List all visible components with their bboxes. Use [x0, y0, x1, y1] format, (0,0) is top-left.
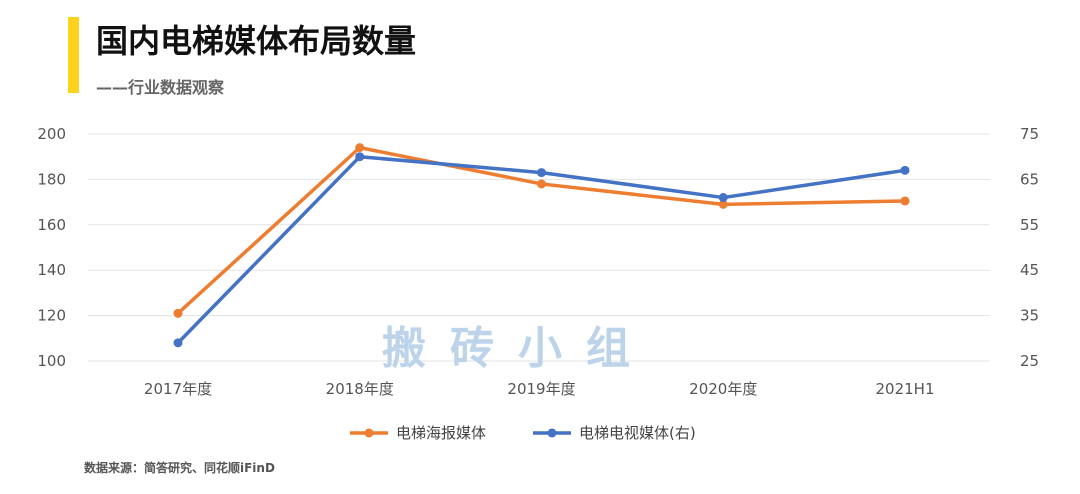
series-1-point-0 [173, 338, 183, 348]
series-0-point-3 [718, 199, 728, 209]
legend-label-0: 电梯海报媒体 [396, 424, 486, 442]
x-tick-0: 2017年度 [144, 380, 212, 398]
series-1-point-2 [537, 168, 546, 178]
y-left-tick-120: 120 [37, 307, 66, 325]
source-note: 数据来源：简答研究、同花顺iFinD [84, 461, 275, 475]
y-right-tick-25: 25 [1020, 352, 1039, 370]
y-right-tick-75: 75 [1020, 125, 1039, 143]
x-tick-2: 2019年度 [507, 380, 575, 398]
y-left-tick-100: 100 [37, 352, 66, 370]
series-0-point-1 [355, 143, 365, 153]
series-1-point-3 [718, 193, 728, 203]
y-right-tick-55: 55 [1020, 216, 1039, 234]
x-tick-3: 2020年度 [689, 380, 757, 398]
title-accent-bar [68, 17, 79, 93]
series-0-point-0 [173, 308, 183, 318]
y-left-tick-200: 200 [37, 125, 66, 143]
series-1-point-1 [355, 152, 365, 162]
y-left-tick-160: 160 [37, 216, 66, 234]
watermark: 搬砖小组 [382, 323, 654, 374]
y-right-tick-65: 65 [1020, 170, 1039, 188]
legend-marker-1 [547, 428, 557, 438]
legend-marker-0 [364, 428, 374, 438]
x-tick-4: 2021H1 [876, 380, 935, 398]
page-subtitle: ——行业数据观察 [96, 78, 225, 97]
series-0-point-2 [537, 179, 546, 189]
y-left-tick-140: 140 [37, 261, 66, 279]
y-right-tick-35: 35 [1020, 307, 1039, 325]
series-1-point-4 [900, 165, 910, 175]
series-0-point-4 [900, 196, 910, 206]
y-left-tick-180: 180 [37, 170, 66, 188]
page-title: 国内电梯媒体布局数量 [96, 22, 417, 60]
x-tick-1: 2018年度 [326, 380, 394, 398]
legend-label-1: 电梯电视媒体(右) [579, 424, 696, 442]
y-right-tick-45: 45 [1020, 261, 1039, 279]
